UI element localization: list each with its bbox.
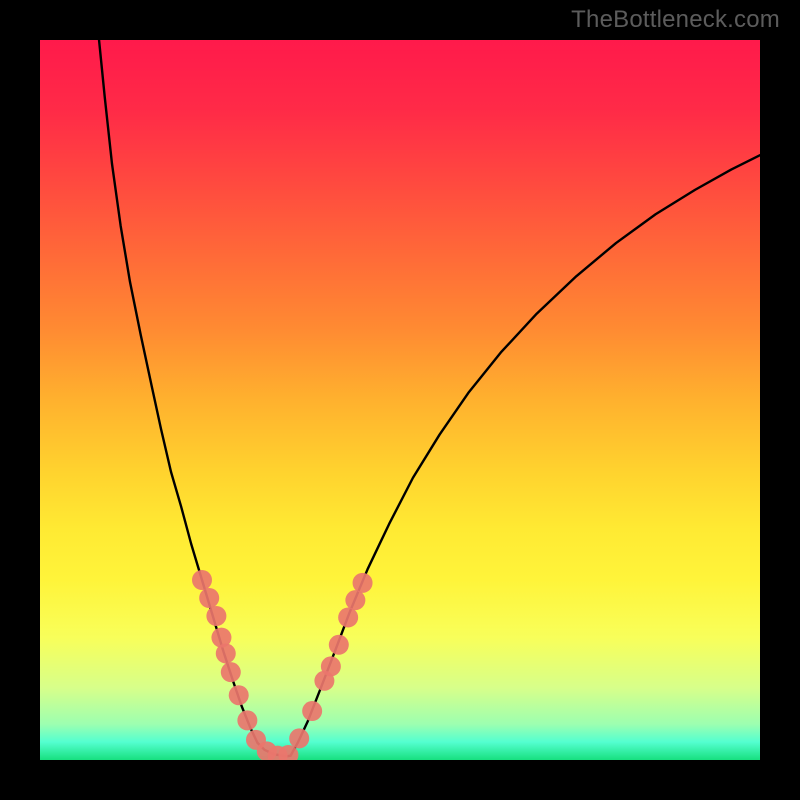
chart-svg	[40, 40, 760, 760]
scatter-point	[321, 656, 341, 676]
scatter-point	[216, 643, 236, 663]
scatter-point	[237, 710, 257, 730]
scatter-point	[289, 728, 309, 748]
scatter-point	[338, 607, 358, 627]
scatter-point	[206, 606, 226, 626]
scatter-point	[302, 701, 322, 721]
gradient-background	[40, 40, 760, 760]
scatter-point	[221, 662, 241, 682]
scatter-point	[353, 573, 373, 593]
outer-frame: TheBottleneck.com	[0, 0, 800, 800]
plot-area	[40, 40, 760, 760]
watermark-text: TheBottleneck.com	[571, 6, 780, 34]
scatter-point	[329, 635, 349, 655]
scatter-point	[199, 588, 219, 608]
scatter-point	[345, 590, 365, 610]
scatter-point	[192, 570, 212, 590]
scatter-point	[229, 685, 249, 705]
